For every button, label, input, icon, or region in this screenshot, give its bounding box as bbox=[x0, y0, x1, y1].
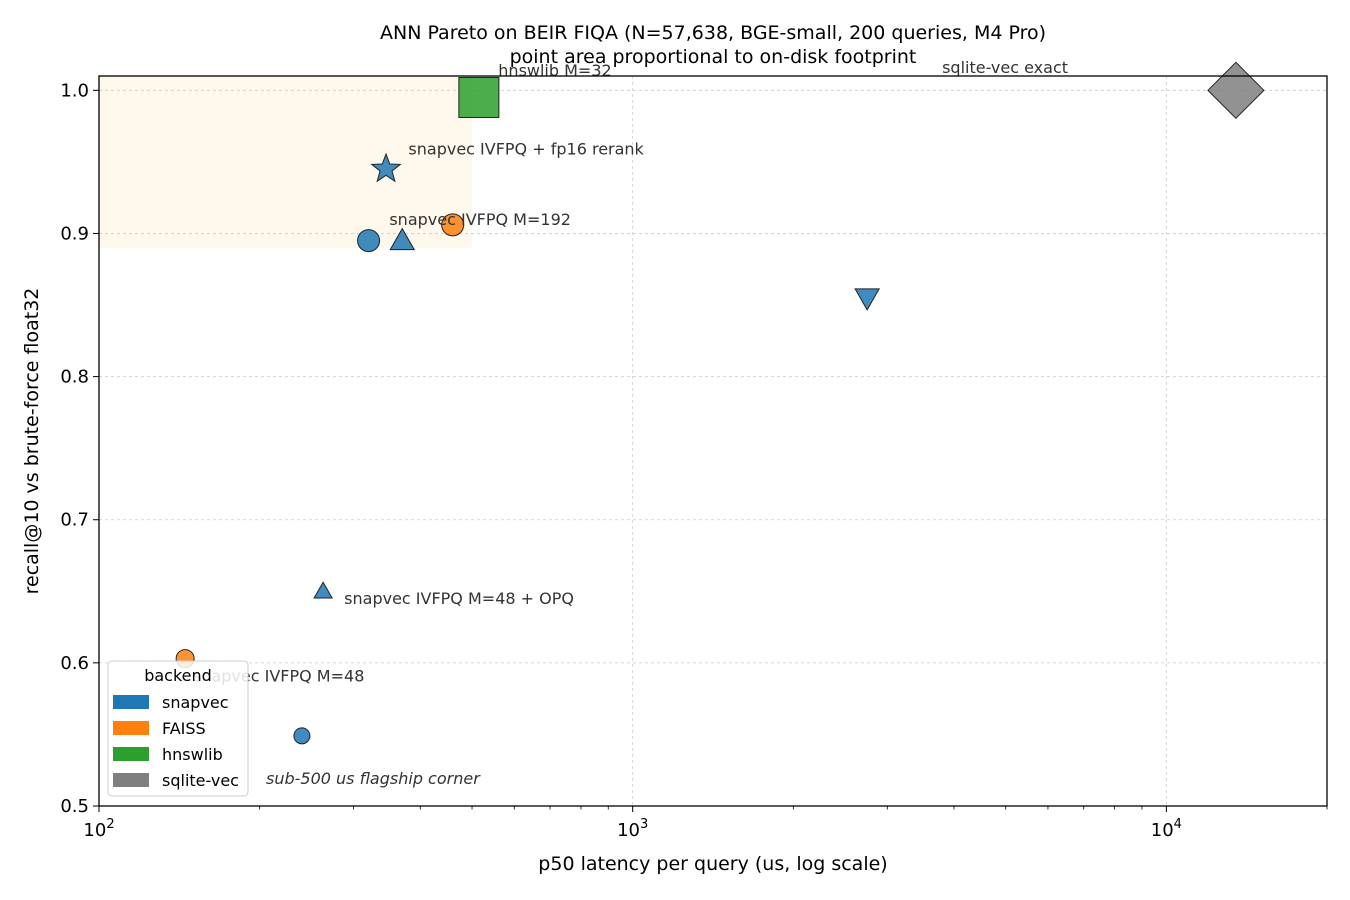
legend-swatch bbox=[113, 773, 149, 787]
y-tick-label: 0.8 bbox=[60, 367, 89, 388]
point-annotation: snapvec IVFPQ M=48 + OPQ bbox=[344, 589, 574, 608]
y-tick-label: 0.6 bbox=[60, 653, 89, 674]
legend-label: sqlite-vec bbox=[162, 771, 239, 790]
chart-title: ANN Pareto on BEIR FIQA (N=57,638, BGE-s… bbox=[380, 22, 1046, 44]
chart-subtitle: point area proportional to on-disk footp… bbox=[510, 46, 917, 68]
y-tick-label: 1.0 bbox=[60, 80, 89, 101]
flagship-region bbox=[99, 76, 473, 248]
data-point bbox=[389, 227, 416, 251]
y-tick-label: 0.7 bbox=[60, 510, 89, 531]
data-point bbox=[370, 152, 402, 183]
legend: backend snapvec FAISS hnswlib sqlite-vec bbox=[107, 660, 249, 797]
legend-label: FAISS bbox=[162, 719, 206, 738]
x-tick-label: 104 bbox=[1151, 817, 1182, 841]
legend-box bbox=[107, 660, 249, 797]
data-point bbox=[458, 76, 500, 118]
y-tick-label: 0.5 bbox=[60, 796, 89, 817]
x-axis-label: p50 latency per query (us, log scale) bbox=[538, 853, 887, 875]
point-annotation: snapvec IVFPQ M=192 bbox=[389, 210, 571, 229]
plot-frame bbox=[98, 75, 1328, 807]
data-point bbox=[854, 288, 880, 311]
x-tick-label: 102 bbox=[83, 817, 114, 841]
legend-label: snapvec bbox=[162, 693, 229, 712]
legend-swatch bbox=[113, 721, 149, 735]
data-point bbox=[293, 727, 311, 745]
point-annotation: snapvec IVFPQ + fp16 rerank bbox=[408, 140, 644, 159]
x-tick-label: 103 bbox=[617, 817, 648, 841]
legend-label: hnswlib bbox=[162, 745, 223, 764]
region-label: sub-500 us flagship corner bbox=[266, 769, 481, 788]
point-annotation: hnswlib M=32 bbox=[498, 61, 611, 80]
point-annotation: sqlite-vec exact bbox=[942, 58, 1068, 77]
legend-swatch bbox=[113, 747, 149, 761]
y-tick-label: 0.9 bbox=[60, 223, 89, 244]
data-point bbox=[313, 581, 333, 599]
data-point bbox=[441, 213, 465, 237]
legend-title: backend bbox=[144, 666, 212, 685]
data-point bbox=[357, 229, 381, 253]
legend-swatch bbox=[113, 695, 149, 709]
y-axis-label: recall@10 vs brute-force float32 bbox=[21, 288, 43, 595]
